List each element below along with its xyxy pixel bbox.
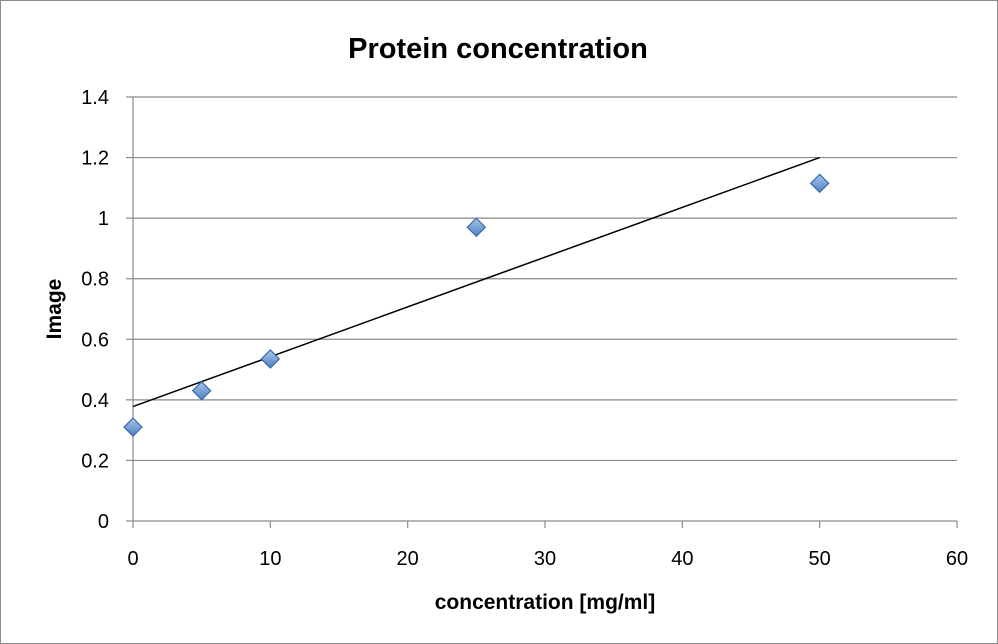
y-axis-title: Image [43,279,66,340]
chart-title: Protein concentration [348,33,648,65]
x-tick-label: 20 [397,548,419,570]
axes [126,96,958,528]
x-axis-title: concentration [mg/ml] [435,591,656,614]
y-tick-labels: 0 0.2 0.4 0.6 0.8 1 1.2 1.4 [81,87,109,533]
trendline-group [132,156,820,408]
y-tick-label: 1 [98,208,109,230]
x-tick-label: 10 [259,548,281,570]
x-tick-labels: 0 10 20 30 40 50 60 [127,548,968,570]
y-tick-label: 0 [98,511,109,533]
y-tick-label: 0.8 [81,269,109,291]
data-point [466,217,487,238]
y-tick-label: 1.2 [81,148,109,170]
x-tick-label: 30 [534,548,556,570]
x-tick-label: 50 [809,548,831,570]
y-tick-label: 1.4 [81,87,109,109]
x-tick-label: 40 [671,548,693,570]
gridlines [133,96,957,462]
y-tick-label: 0.4 [81,390,109,412]
data-points [123,173,830,437]
trendline [132,156,820,408]
data-point [123,417,143,437]
data-point [809,173,830,194]
y-tick-label: 0.2 [81,450,109,472]
data-point [191,380,212,401]
data-point [260,349,281,369]
x-tick-label: 0 [127,548,138,570]
y-tick-label: 0.6 [81,329,109,351]
x-tick-label: 60 [946,548,968,570]
